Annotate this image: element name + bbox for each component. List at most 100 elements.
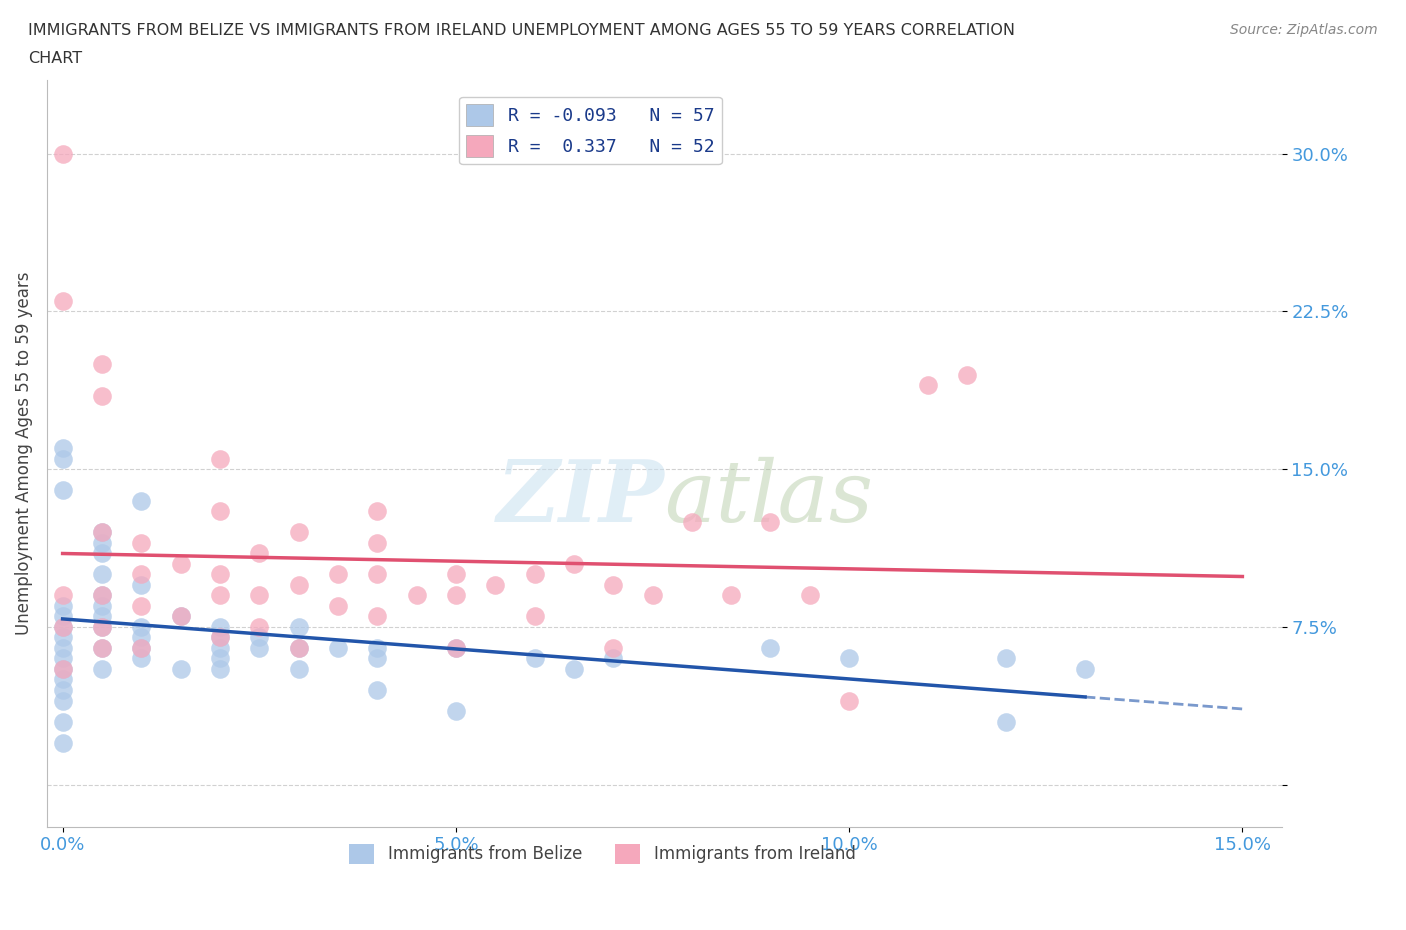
Point — [91, 641, 114, 656]
Point — [52, 588, 75, 603]
Point — [52, 683, 75, 698]
Point — [366, 641, 388, 656]
Point — [52, 672, 75, 687]
Point — [91, 619, 114, 634]
Point — [799, 588, 821, 603]
Point — [405, 588, 427, 603]
Point — [366, 683, 388, 698]
Point — [523, 651, 546, 666]
Point — [52, 661, 75, 676]
Point — [247, 641, 270, 656]
Point — [444, 567, 467, 582]
Point — [91, 546, 114, 561]
Point — [169, 609, 191, 624]
Point — [91, 588, 114, 603]
Point — [247, 588, 270, 603]
Point — [208, 651, 231, 666]
Point — [91, 536, 114, 551]
Point — [129, 536, 152, 551]
Point — [208, 567, 231, 582]
Point — [208, 588, 231, 603]
Point — [52, 598, 75, 613]
Point — [52, 651, 75, 666]
Point — [366, 567, 388, 582]
Point — [956, 367, 979, 382]
Point — [208, 451, 231, 466]
Point — [681, 514, 703, 529]
Point — [52, 619, 75, 634]
Point — [366, 609, 388, 624]
Point — [91, 567, 114, 582]
Point — [287, 578, 309, 592]
Point — [287, 641, 309, 656]
Point — [641, 588, 664, 603]
Text: ZIP: ZIP — [496, 457, 664, 540]
Point — [838, 693, 860, 708]
Point — [91, 609, 114, 624]
Point — [91, 598, 114, 613]
Legend: Immigrants from Belize, Immigrants from Ireland: Immigrants from Belize, Immigrants from … — [343, 837, 862, 870]
Point — [247, 630, 270, 644]
Point — [91, 388, 114, 403]
Text: CHART: CHART — [28, 51, 82, 66]
Point — [91, 619, 114, 634]
Point — [129, 651, 152, 666]
Point — [129, 630, 152, 644]
Point — [208, 504, 231, 519]
Point — [129, 619, 152, 634]
Point — [562, 661, 585, 676]
Point — [129, 641, 152, 656]
Point — [602, 641, 624, 656]
Point — [52, 714, 75, 729]
Point — [129, 641, 152, 656]
Point — [208, 641, 231, 656]
Point — [169, 556, 191, 571]
Point — [326, 641, 349, 656]
Point — [52, 441, 75, 456]
Point — [444, 641, 467, 656]
Point — [52, 735, 75, 750]
Point — [52, 630, 75, 644]
Point — [562, 556, 585, 571]
Point — [52, 641, 75, 656]
Point — [208, 619, 231, 634]
Text: Source: ZipAtlas.com: Source: ZipAtlas.com — [1230, 23, 1378, 37]
Point — [91, 661, 114, 676]
Point — [444, 641, 467, 656]
Point — [247, 546, 270, 561]
Point — [287, 641, 309, 656]
Point — [169, 661, 191, 676]
Point — [52, 609, 75, 624]
Point — [484, 578, 506, 592]
Point — [129, 578, 152, 592]
Point — [91, 356, 114, 371]
Point — [1074, 661, 1097, 676]
Point — [287, 525, 309, 539]
Point — [523, 567, 546, 582]
Point — [759, 514, 782, 529]
Point — [52, 294, 75, 309]
Point — [917, 378, 939, 392]
Text: atlas: atlas — [664, 457, 873, 539]
Point — [52, 661, 75, 676]
Point — [287, 661, 309, 676]
Point — [523, 609, 546, 624]
Point — [52, 146, 75, 161]
Y-axis label: Unemployment Among Ages 55 to 59 years: Unemployment Among Ages 55 to 59 years — [15, 272, 32, 635]
Point — [720, 588, 742, 603]
Point — [129, 493, 152, 508]
Point — [247, 619, 270, 634]
Point — [169, 609, 191, 624]
Point — [838, 651, 860, 666]
Point — [129, 598, 152, 613]
Point — [91, 525, 114, 539]
Point — [129, 567, 152, 582]
Point — [366, 651, 388, 666]
Point — [366, 536, 388, 551]
Text: IMMIGRANTS FROM BELIZE VS IMMIGRANTS FROM IRELAND UNEMPLOYMENT AMONG AGES 55 TO : IMMIGRANTS FROM BELIZE VS IMMIGRANTS FRO… — [28, 23, 1015, 38]
Point — [208, 661, 231, 676]
Point — [326, 598, 349, 613]
Point — [52, 451, 75, 466]
Point — [444, 588, 467, 603]
Point — [366, 504, 388, 519]
